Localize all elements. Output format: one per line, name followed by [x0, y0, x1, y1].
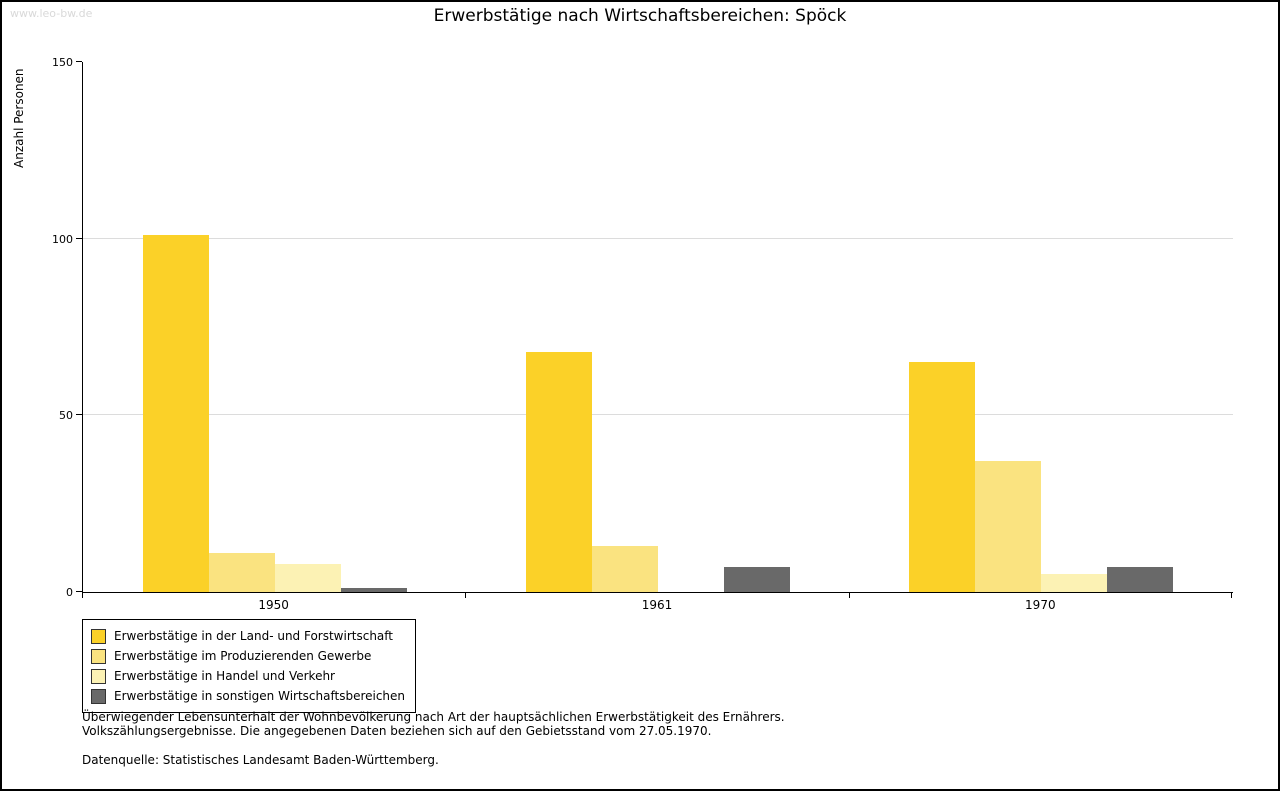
legend-swatch-land-forstwirtschaft — [91, 628, 106, 644]
x-tick-mark-1 — [465, 593, 467, 598]
legend-swatch-sonstige-wirtschaftsbereiche — [91, 688, 106, 704]
x-tick-label-1950: 1950 — [258, 598, 289, 612]
bar-1950-series-1 — [208, 553, 275, 592]
legend-label: Erwerbstätige in sonstigen Wirtschaftsbe… — [114, 689, 406, 703]
footnote-line-1: Überwiegender Lebensunterhalt der Wohnbe… — [82, 710, 785, 724]
plot-area — [82, 62, 1233, 593]
bar-1961-series-0 — [526, 351, 592, 592]
legend-swatch-handel-verkehr — [91, 668, 106, 684]
y-tick-label-100: 100 — [52, 232, 73, 246]
x-axis: 1950 1961 1970 — [82, 593, 1232, 621]
y-axis-label: Anzahl Personen — [12, 68, 26, 168]
bar-1970-series-2 — [1041, 574, 1108, 592]
footnote-line-2: Volkszählungsergebnisse. Die angegebenen… — [82, 724, 712, 738]
y-tick-mark-50 — [76, 414, 82, 416]
legend-swatch-produzierendes-gewerbe — [91, 648, 106, 664]
chart-title: Erwerbstätige nach Wirtschaftsbereichen:… — [433, 6, 847, 26]
y-axis: 0 50 100 150 — [38, 56, 82, 599]
y-tick-label-150: 150 — [52, 56, 73, 69]
legend-label: Erwerbstätige in der Land- und Forstwirt… — [114, 629, 393, 643]
bar-1950-series-3 — [340, 588, 407, 592]
gridline-50 — [83, 414, 1233, 416]
y-tick-mark-0 — [76, 591, 82, 592]
legend-label: Erwerbstätige in Handel und Verkehr — [114, 669, 335, 683]
x-tick-mark-0 — [82, 593, 83, 598]
legend-label: Erwerbstätige im Produzierenden Gewerbe — [114, 649, 372, 663]
legend-item: Erwerbstätige im Produzierenden Gewerbe — [91, 646, 405, 666]
bar-1961-series-3 — [724, 567, 790, 592]
bar-1970-series-0 — [909, 362, 976, 592]
gridline-100 — [83, 237, 1233, 239]
bar-1950-series-2 — [274, 563, 341, 592]
y-tick-label-0: 0 — [66, 586, 73, 599]
legend-item: Erwerbstätige in sonstigen Wirtschaftsbe… — [91, 686, 405, 706]
legend-item: Erwerbstätige in Handel und Verkehr — [91, 666, 405, 686]
footnotes: Überwiegender Lebensunterhalt der Wohnbe… — [82, 710, 785, 767]
x-tick-label-1970: 1970 — [1025, 598, 1056, 612]
x-tick-mark-2 — [848, 593, 850, 598]
bar-1961-series-1 — [592, 546, 658, 592]
x-tick-label-1961: 1961 — [641, 598, 673, 612]
data-source: Datenquelle: Statistisches Landesamt Bad… — [82, 753, 439, 767]
y-tick-mark-150 — [76, 61, 82, 62]
bar-1970-series-3 — [1107, 567, 1174, 592]
legend: Erwerbstätige in der Land- und Forstwirt… — [82, 619, 417, 713]
legend-item: Erwerbstätige in der Land- und Forstwirt… — [91, 626, 405, 646]
watermark: www.leo-bw.de — [10, 7, 93, 20]
x-tick-mark-3 — [1231, 593, 1232, 598]
bar-1970-series-1 — [975, 461, 1042, 592]
y-tick-mark-100 — [76, 237, 82, 239]
y-tick-label-50: 50 — [59, 409, 73, 423]
bar-1950-series-0 — [142, 235, 209, 592]
